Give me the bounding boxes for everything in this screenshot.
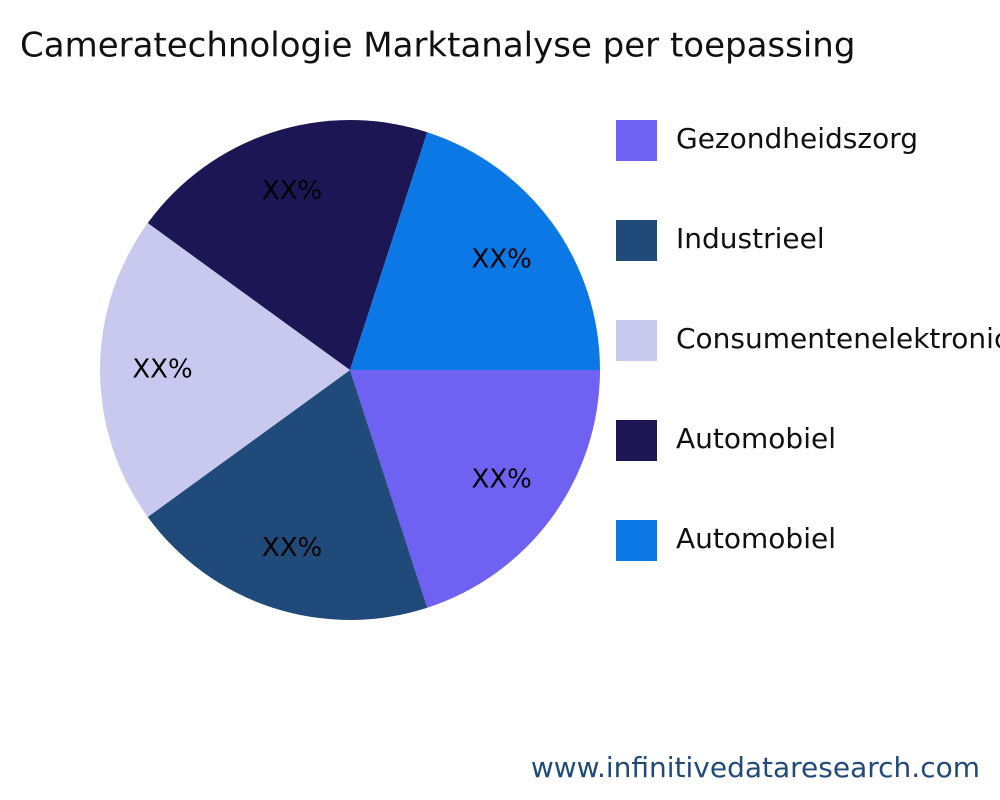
pie-slice [147, 120, 428, 370]
legend-swatch [616, 520, 657, 561]
legend-swatch [616, 220, 657, 261]
legend-label: Automobiel [676, 422, 836, 455]
chart-title: Cameratechnologie Marktanalyse per toepa… [20, 26, 855, 66]
pie-slice [147, 370, 428, 620]
pie-slice [350, 370, 600, 608]
slice-label: XX% [262, 533, 322, 563]
slice-label: XX% [472, 244, 532, 274]
legend-label: Automobiel [676, 522, 836, 555]
slice-label: XX% [132, 355, 192, 385]
footer-url: www.infinitivedataresearch.com [531, 751, 980, 784]
pie-slice [350, 132, 600, 370]
legend-label: Gezondheidszorg [676, 122, 918, 155]
legend-swatch [616, 320, 657, 361]
legend-swatch [616, 420, 657, 461]
legend-label: Industrieel [676, 222, 825, 255]
slice-label: XX% [262, 176, 322, 206]
legend-swatch [616, 120, 657, 161]
pie-slice [100, 223, 350, 517]
legend-label: Consumentenelektronica [676, 322, 1000, 355]
slice-label: XX% [472, 465, 532, 495]
